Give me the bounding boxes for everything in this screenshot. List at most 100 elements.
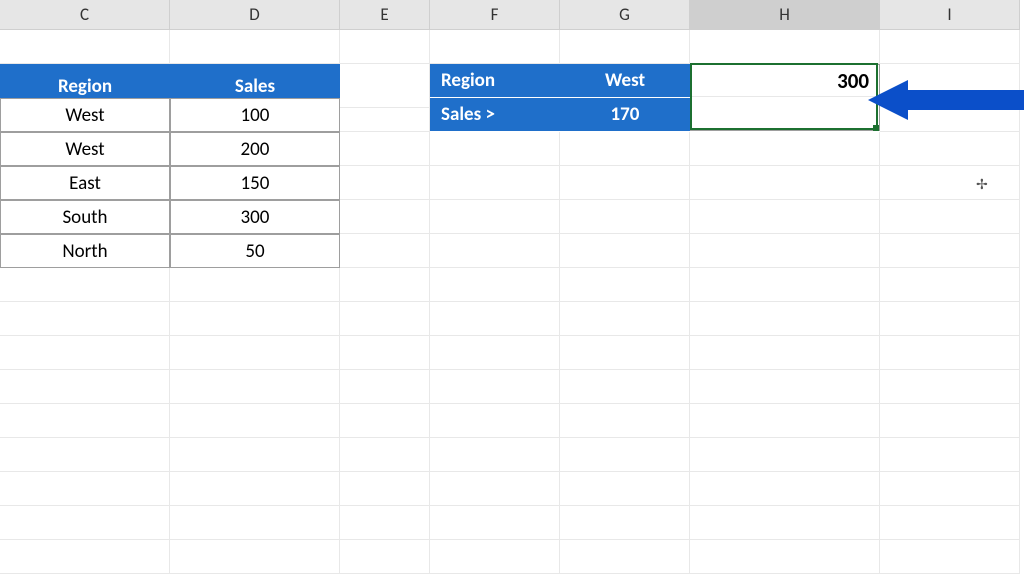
cell[interactable]: [690, 540, 880, 574]
criteria-sales-label[interactable]: Sales >: [430, 98, 560, 131]
criteria-region-label[interactable]: Region: [430, 64, 560, 97]
cell[interactable]: [170, 268, 340, 302]
cell-E6[interactable]: [340, 200, 430, 234]
cell-H1[interactable]: [690, 30, 880, 64]
cell[interactable]: [880, 540, 1020, 574]
cell[interactable]: [880, 336, 1020, 370]
cell[interactable]: [170, 370, 340, 404]
table-row[interactable]: 150: [170, 166, 340, 200]
cell-E1[interactable]: [340, 30, 430, 64]
cell-F5[interactable]: [430, 166, 560, 200]
cell[interactable]: [880, 472, 1020, 506]
cell[interactable]: [430, 540, 560, 574]
table-row[interactable]: West: [0, 98, 170, 132]
table-row[interactable]: West: [0, 132, 170, 166]
col-header-H[interactable]: H: [690, 0, 880, 30]
cell-G5[interactable]: [560, 166, 690, 200]
cell[interactable]: [340, 370, 430, 404]
table-row[interactable]: 200: [170, 132, 340, 166]
cell[interactable]: [170, 472, 340, 506]
cell[interactable]: [880, 404, 1020, 438]
cell[interactable]: [690, 506, 880, 540]
cell[interactable]: [560, 472, 690, 506]
cell-F1[interactable]: [430, 30, 560, 64]
cell-D1[interactable]: [170, 30, 340, 64]
cell-I1[interactable]: [880, 30, 1020, 64]
cell[interactable]: [430, 506, 560, 540]
cell-E3[interactable]: [340, 98, 430, 132]
cell[interactable]: [880, 370, 1020, 404]
cell[interactable]: [560, 506, 690, 540]
cell[interactable]: [690, 302, 880, 336]
col-header-F[interactable]: F: [430, 0, 560, 30]
cell[interactable]: [340, 540, 430, 574]
cell[interactable]: [880, 302, 1020, 336]
table-row[interactable]: East: [0, 166, 170, 200]
cell[interactable]: [690, 404, 880, 438]
cell[interactable]: [170, 540, 340, 574]
table-row[interactable]: 300: [170, 200, 340, 234]
cell[interactable]: [0, 472, 170, 506]
cell-G7[interactable]: [560, 234, 690, 268]
cell-H5[interactable]: [690, 166, 880, 200]
cell[interactable]: [170, 506, 340, 540]
cell[interactable]: [690, 370, 880, 404]
cell[interactable]: [340, 268, 430, 302]
cell[interactable]: [690, 268, 880, 302]
cell[interactable]: [340, 404, 430, 438]
cell[interactable]: [0, 370, 170, 404]
cell[interactable]: [340, 506, 430, 540]
cell-C1[interactable]: [0, 30, 170, 64]
cell[interactable]: [560, 438, 690, 472]
cell-I6[interactable]: [880, 200, 1020, 234]
cell[interactable]: [0, 438, 170, 472]
col-header-D[interactable]: D: [170, 0, 340, 30]
cell[interactable]: [170, 302, 340, 336]
cell[interactable]: [170, 438, 340, 472]
cell[interactable]: [880, 506, 1020, 540]
cell[interactable]: [560, 370, 690, 404]
col-header-C[interactable]: C: [0, 0, 170, 30]
cell-H4[interactable]: [690, 132, 880, 166]
cell-I5[interactable]: [880, 166, 1020, 200]
cell-H7[interactable]: [690, 234, 880, 268]
cell[interactable]: [560, 302, 690, 336]
cell-F4[interactable]: [430, 132, 560, 166]
col-header-E[interactable]: E: [340, 0, 430, 30]
cell[interactable]: [0, 336, 170, 370]
cell[interactable]: [880, 438, 1020, 472]
cell-E5[interactable]: [340, 166, 430, 200]
cell-F6[interactable]: [430, 200, 560, 234]
cell[interactable]: [0, 506, 170, 540]
cell-G4[interactable]: [560, 132, 690, 166]
cell-E7[interactable]: [340, 234, 430, 268]
cell-I4[interactable]: [880, 132, 1020, 166]
cell-G1[interactable]: [560, 30, 690, 64]
cell[interactable]: [430, 302, 560, 336]
cell[interactable]: [430, 336, 560, 370]
col-header-G[interactable]: G: [560, 0, 690, 30]
cell[interactable]: [0, 540, 170, 574]
cell[interactable]: [430, 268, 560, 302]
table-row[interactable]: 50: [170, 234, 340, 268]
table-row[interactable]: North: [0, 234, 170, 268]
cell-H3[interactable]: [690, 98, 880, 131]
cell[interactable]: [560, 540, 690, 574]
cell[interactable]: [0, 404, 170, 438]
cell[interactable]: [0, 302, 170, 336]
cell[interactable]: [560, 404, 690, 438]
cell[interactable]: [690, 472, 880, 506]
cell-H6[interactable]: [690, 200, 880, 234]
cell[interactable]: [340, 438, 430, 472]
cell[interactable]: [430, 370, 560, 404]
sheet-grid[interactable]: Region Sales Region West 300 West 100 Sa…: [0, 30, 1020, 574]
cell[interactable]: [170, 404, 340, 438]
cell[interactable]: [560, 268, 690, 302]
cell[interactable]: [880, 268, 1020, 302]
cell-F7[interactable]: [430, 234, 560, 268]
cell[interactable]: [340, 472, 430, 506]
cell-I7[interactable]: [880, 234, 1020, 268]
table-row[interactable]: 100: [170, 98, 340, 132]
result-cell[interactable]: 300: [690, 64, 880, 97]
cell[interactable]: [170, 336, 340, 370]
